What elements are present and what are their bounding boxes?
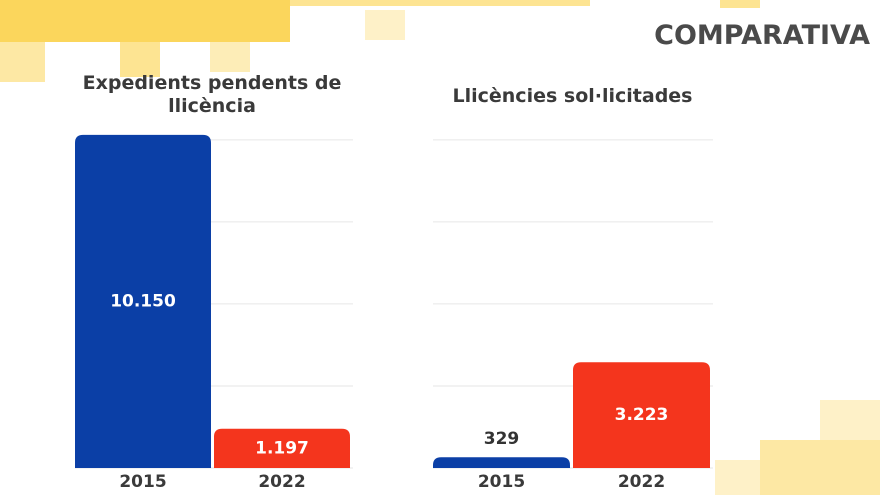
value-label: 1.197 bbox=[255, 438, 309, 458]
chart-title: Llicències sol·licitades bbox=[452, 85, 693, 107]
x-tick-label: 2015 bbox=[478, 472, 525, 492]
bar bbox=[573, 362, 710, 468]
x-tick-label: 2022 bbox=[258, 472, 305, 492]
page-title: COMPARATIVA bbox=[654, 20, 870, 51]
value-label: 3.223 bbox=[615, 405, 669, 425]
bar bbox=[75, 134, 211, 469]
value-label: 329 bbox=[484, 429, 520, 449]
bar bbox=[214, 428, 350, 468]
bar bbox=[433, 457, 570, 468]
chart-title: Expedients pendents de llicència bbox=[82, 72, 342, 117]
value-label: 10.150 bbox=[110, 291, 176, 311]
x-tick-label: 2022 bbox=[618, 472, 665, 492]
x-tick-label: 2015 bbox=[119, 472, 166, 492]
